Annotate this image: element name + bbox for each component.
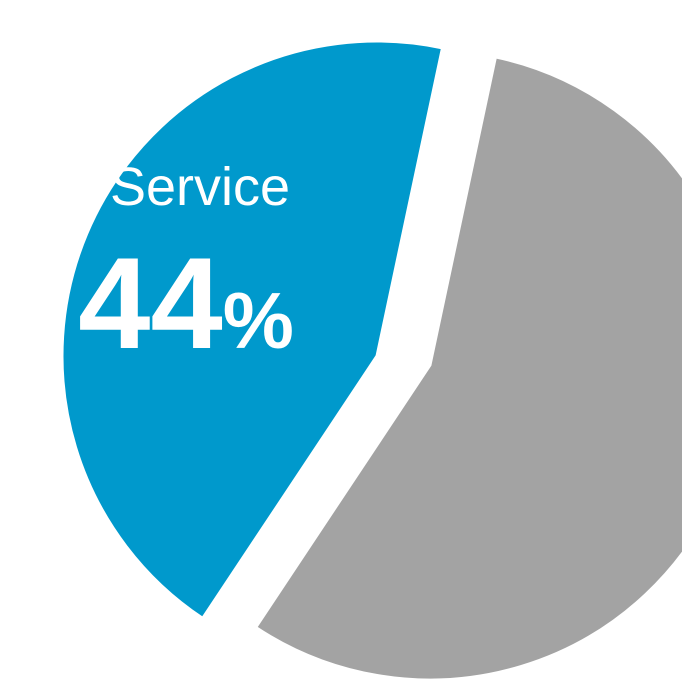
- slice-value-unit: %: [223, 276, 294, 365]
- pie-slice-service: [60, 39, 445, 621]
- pie-slice-1: [253, 55, 682, 681]
- slice-label-service: Service: [110, 157, 290, 217]
- pie-slices: [60, 39, 682, 681]
- slice-value-number: 44: [78, 230, 223, 376]
- slice-value-service: 44%: [78, 230, 294, 376]
- pie-labels: Service 44%: [78, 157, 294, 376]
